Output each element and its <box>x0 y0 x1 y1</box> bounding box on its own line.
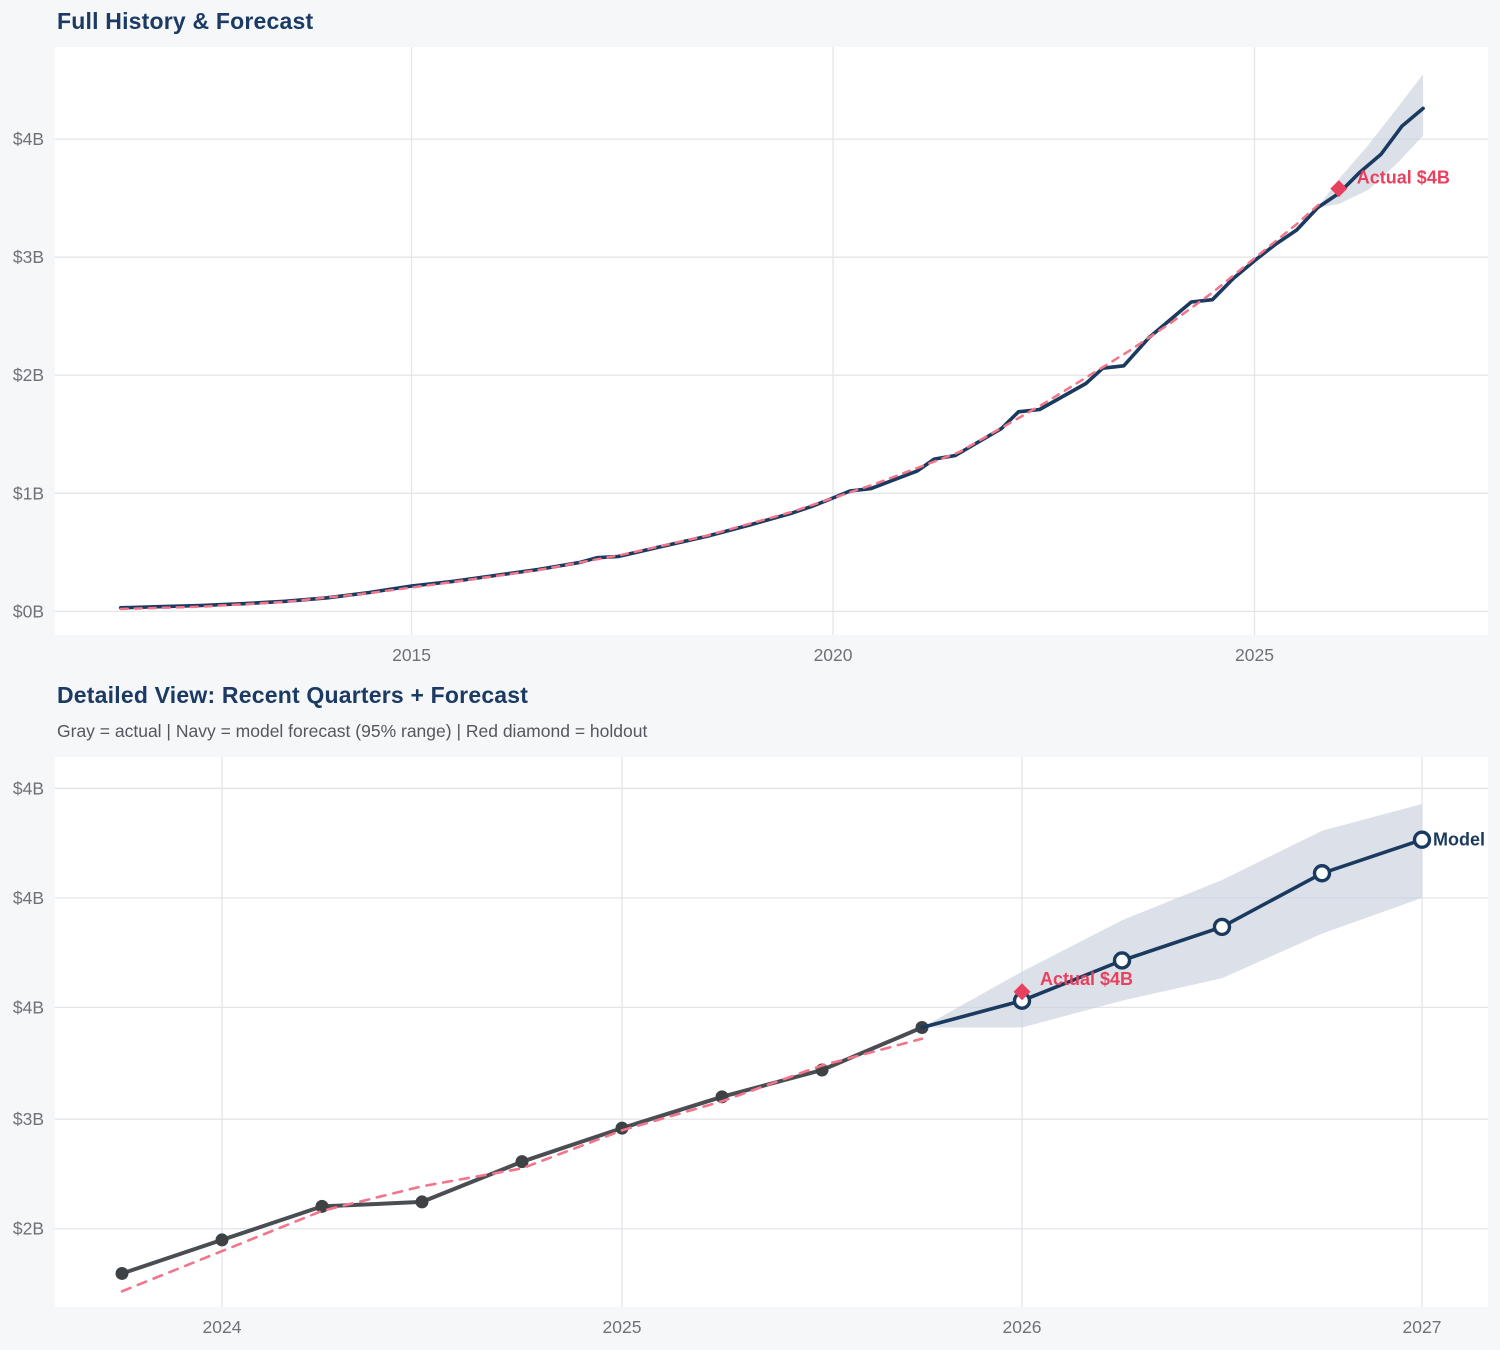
x-tick-label: 2027 <box>1403 1317 1442 1337</box>
x-tick-label: 2025 <box>603 1317 642 1337</box>
marker-actual_quarters <box>215 1233 229 1247</box>
y-tick-label: $4B <box>13 997 44 1017</box>
y-tick-label: $2B <box>13 1219 44 1239</box>
top-chart-title: Full History & Forecast <box>57 8 314 34</box>
holdout-diamond-marker <box>1330 180 1348 198</box>
marker-actual_quarters <box>615 1121 629 1135</box>
marker-model_forecast_points <box>1412 830 1432 849</box>
bottom-chart-title: Detailed View: Recent Quarters + Forecas… <box>57 682 529 708</box>
y-tick-label: $0B <box>13 601 44 621</box>
x-tick-label: 2025 <box>1235 645 1274 665</box>
marker-model_forecast_points <box>1312 864 1332 883</box>
y-tick-label: $4B <box>13 778 44 798</box>
y-tick-label: $4B <box>13 129 44 149</box>
y-tick-label: $1B <box>13 483 44 503</box>
y-tick-label: $4B <box>13 888 44 908</box>
series-model_fit_trend <box>119 200 1324 611</box>
annotation-label: Model <box>1433 830 1485 850</box>
y-tick-label: $3B <box>13 247 44 267</box>
marker-model_forecast_points <box>1112 951 1132 970</box>
marker-actual_quarters <box>415 1195 429 1209</box>
annotation-label: Actual $4B <box>1357 168 1450 188</box>
x-tick-label: 2020 <box>814 645 853 665</box>
y-tick-label: $2B <box>13 365 44 385</box>
series-model_forecast <box>1315 106 1425 210</box>
x-tick-label: 2026 <box>1003 1317 1042 1337</box>
x-tick-label: 2024 <box>203 1317 242 1337</box>
marker-actual_quarters <box>115 1266 129 1280</box>
marker-actual_quarters <box>315 1199 329 1213</box>
marker-actual_quarters <box>515 1155 529 1169</box>
plot-area <box>55 47 1488 635</box>
y-tick-label: $3B <box>13 1109 44 1129</box>
holdout-diamond-marker <box>1013 983 1031 1001</box>
detailed-quarters-chart: 2024 2025 2026 2027 $2B $3B $4B $4B $4B Actual $4… <box>13 757 1488 1337</box>
series-model_forecast <box>920 837 1424 1030</box>
x-tick-label: 2015 <box>392 645 431 665</box>
marker-model_forecast_points <box>1212 917 1232 937</box>
full-history-chart: 2015 2020 2025 $0B $1B $2B $3B $4B Actual $4B <box>13 47 1488 665</box>
bottom-chart-subtitle: Gray = actual | Navy = model forecast (9… <box>57 721 648 741</box>
series-ci_band <box>1317 74 1424 208</box>
series-model_fit_dashed <box>120 1037 924 1293</box>
annotation-label: Actual $4B <box>1040 969 1133 989</box>
series-ci_band <box>922 804 1422 1028</box>
